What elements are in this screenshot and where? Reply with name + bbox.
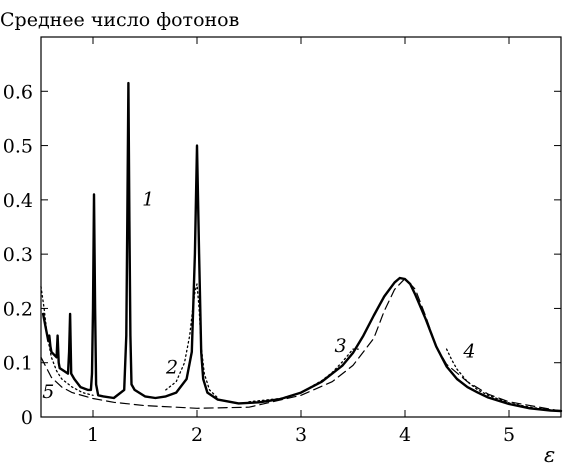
curve-label-2: 2 — [165, 357, 178, 379]
plot-frame — [40, 36, 562, 418]
curve-label-3: 3 — [334, 335, 346, 357]
series-line-2 — [165, 283, 219, 399]
series-layer — [40, 81, 563, 413]
y-tick-label: 0.3 — [3, 244, 33, 266]
series-line-4 — [445, 348, 562, 412]
y-tick-label: 0 — [21, 407, 33, 429]
x-tick-label: 3 — [295, 424, 307, 446]
y-tick-label: 0.2 — [3, 298, 33, 320]
x-tick-label: 4 — [399, 424, 411, 446]
curve-label-5: 5 — [42, 381, 54, 403]
series-line-3 — [248, 348, 359, 403]
y-tick-label: 0.6 — [3, 81, 33, 103]
series-line-5 — [40, 278, 562, 412]
x-tick-label: 1 — [87, 424, 99, 446]
chart-title: Среднее число фотонов — [0, 9, 239, 31]
curve-label-4: 4 — [462, 340, 475, 362]
curve-labels-layer: 1 2 3 4 5 — [42, 188, 475, 403]
ticks-layer: 1 2 3 4 500.10.20.30.40.50.6 — [3, 37, 561, 446]
series-line-1 — [41, 81, 563, 413]
series-line-dotted-left — [40, 286, 94, 396]
y-tick-label: 0.4 — [3, 190, 33, 212]
y-tick-label: 0.1 — [3, 353, 33, 375]
curve-label-1: 1 — [142, 188, 154, 210]
x-axis-label: ε — [544, 443, 555, 467]
y-tick-label: 0.5 — [3, 136, 33, 158]
x-tick-label: 2 — [191, 424, 203, 446]
x-tick-label: 5 — [503, 424, 515, 446]
